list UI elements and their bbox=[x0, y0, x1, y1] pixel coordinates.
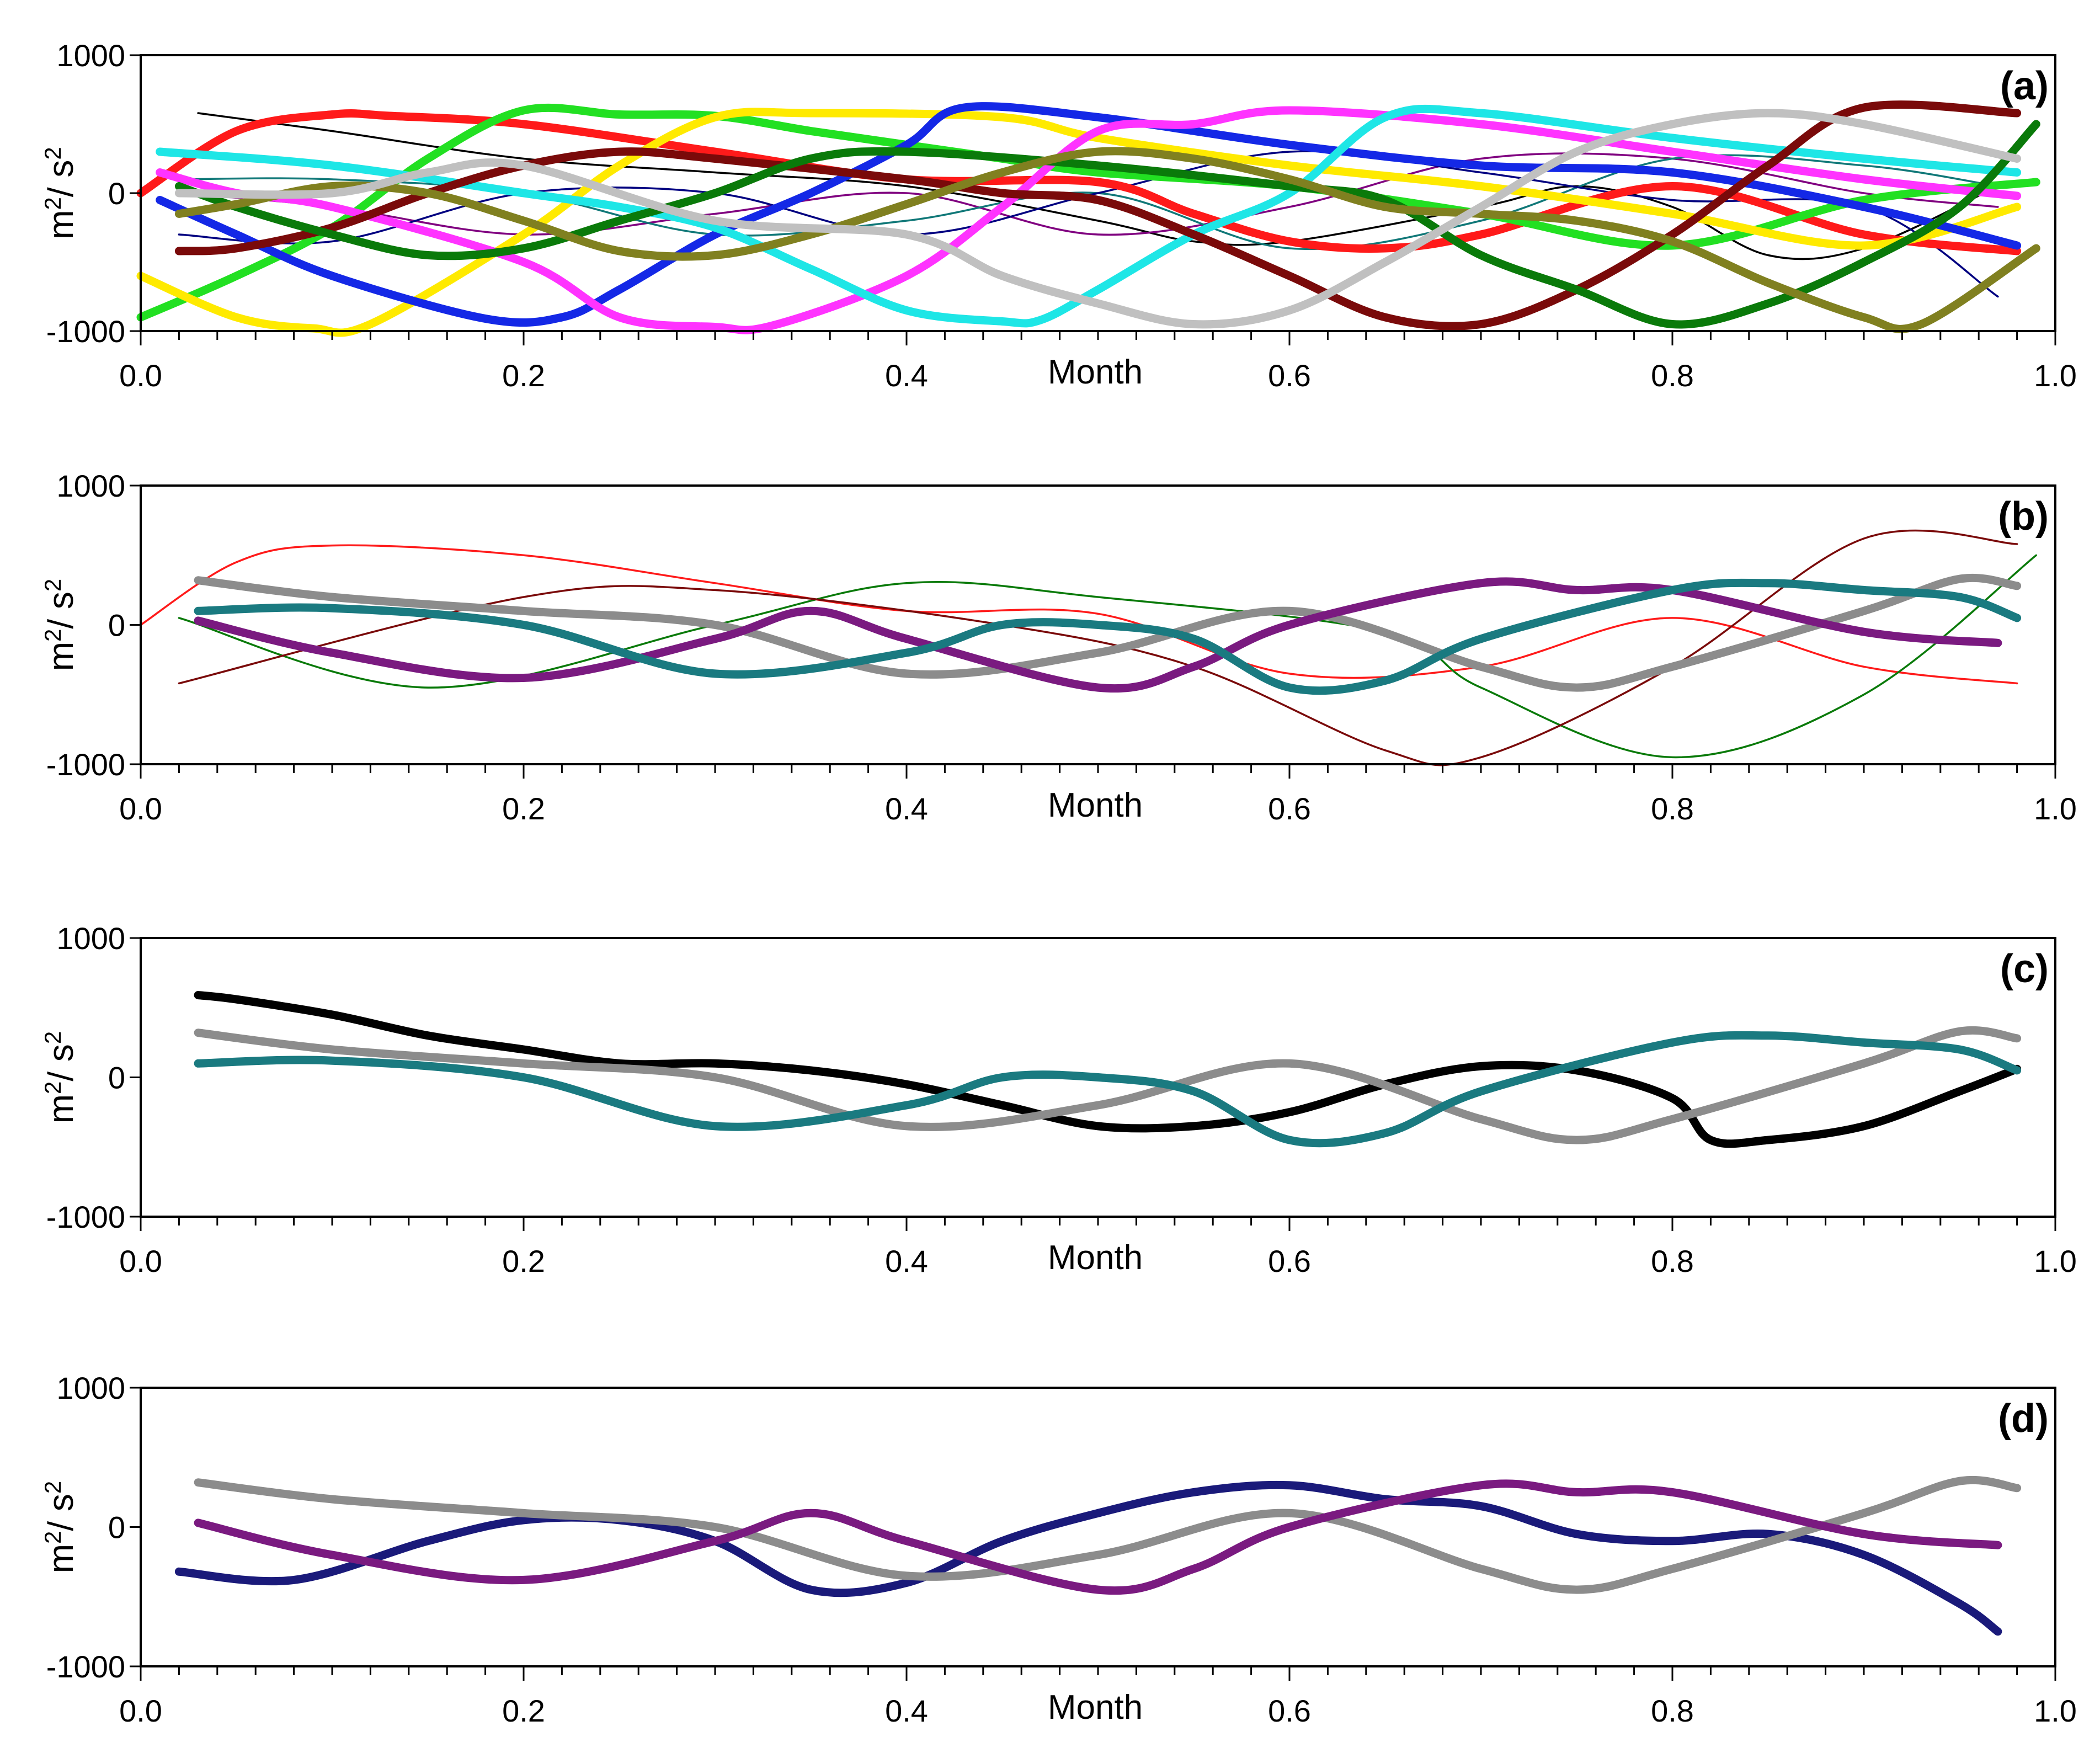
y-tick-label: 0 bbox=[108, 176, 125, 211]
x-tick-label: 0.8 bbox=[1651, 1244, 1694, 1278]
x-tick-label: 0.0 bbox=[119, 791, 162, 826]
x-axis-label: Month bbox=[1048, 1688, 1143, 1727]
series-line-red bbox=[136, 109, 2022, 255]
y-tick-label: -1000 bbox=[46, 1200, 125, 1234]
series-line-black bbox=[197, 112, 1999, 260]
series-line-lightgray bbox=[174, 109, 2022, 329]
x-tick-label: 1.0 bbox=[2034, 358, 2077, 393]
x-tick-label: 0.2 bbox=[502, 358, 545, 393]
plot-frame bbox=[140, 1387, 2056, 1667]
panel-label: (d) bbox=[1998, 1397, 2049, 1441]
series-line-darkred bbox=[174, 100, 2022, 331]
y-tick-label: 1000 bbox=[56, 921, 125, 956]
y-tick-label: 0 bbox=[108, 1061, 125, 1095]
x-tick-label: 1.0 bbox=[2034, 791, 2077, 826]
x-axis-label: Month bbox=[1048, 786, 1143, 824]
x-axis-label: Month bbox=[1048, 353, 1143, 391]
panel-a: 0.0 0.2 0.4 0.6 0.8 1.0 1000 0 -1000 Month m2/ s2 (… bbox=[40, 38, 2077, 393]
y-tick-label: 1000 bbox=[56, 38, 125, 73]
panel-label: (b) bbox=[1998, 494, 2049, 539]
x-tick-label: 0.4 bbox=[885, 358, 928, 393]
panel-c: 0.0 0.2 0.4 0.6 0.8 1.0 1000 0 -1000 Month m2/ s2 (… bbox=[40, 921, 2077, 1278]
y-tick-label: 0 bbox=[108, 1510, 125, 1545]
y-tick-label: -1000 bbox=[46, 314, 125, 349]
y-axis-label: m2/ s2 bbox=[40, 147, 81, 239]
x-tick-label: 1.0 bbox=[2034, 1693, 2077, 1728]
panel-b: 0.0 0.2 0.4 0.6 0.8 1.0 1000 0 -1000 Month m2/ s2 (… bbox=[40, 468, 2077, 826]
y-tick-label: 0 bbox=[108, 608, 125, 643]
x-tick-label: 0.2 bbox=[502, 791, 545, 826]
x-minor-ticks bbox=[140, 1666, 2056, 1681]
x-tick-label: 0.6 bbox=[1268, 358, 1311, 393]
series-line-purple bbox=[178, 152, 1999, 236]
x-tick-label: 0.4 bbox=[885, 1693, 928, 1728]
x-tick-label: 0.2 bbox=[502, 1693, 545, 1728]
series-group bbox=[174, 1475, 2022, 1636]
x-tick-label: 0.6 bbox=[1268, 1244, 1311, 1278]
series-line-thick-purple bbox=[194, 1479, 2002, 1595]
y-tick-label: -1000 bbox=[46, 1649, 125, 1684]
x-tick-label: 0.4 bbox=[885, 791, 928, 826]
x-minor-ticks bbox=[140, 331, 2056, 345]
x-tick-label: 0.8 bbox=[1651, 1693, 1694, 1728]
x-tick-label: 0.8 bbox=[1651, 358, 1694, 393]
panel-d: 0.0 0.2 0.4 0.6 0.8 1.0 1000 0 -1000 Month m2/ s2 (… bbox=[40, 1371, 2077, 1728]
y-axis-label: m2/ s2 bbox=[40, 1481, 81, 1574]
series-line-blue bbox=[156, 102, 2022, 327]
series-group bbox=[136, 100, 2040, 337]
x-tick-label: 0.0 bbox=[119, 1693, 162, 1728]
x-tick-label: 0.0 bbox=[119, 1244, 162, 1278]
x-tick-label: 0.6 bbox=[1268, 1693, 1311, 1728]
series-group bbox=[194, 991, 2022, 1148]
panel-label: (a) bbox=[2000, 64, 2049, 108]
series-line-olive bbox=[174, 147, 2040, 333]
x-tick-label: 0.0 bbox=[119, 358, 162, 393]
series-line-thick-navy bbox=[174, 1480, 2002, 1636]
x-tick-label: 0.4 bbox=[885, 1244, 928, 1278]
y-tick-label: 1000 bbox=[56, 468, 125, 503]
y-axis-label: m2/ s2 bbox=[40, 579, 81, 672]
x-tick-label: 1.0 bbox=[2034, 1244, 2077, 1278]
series-line-thick-teal bbox=[194, 578, 2022, 695]
series-line-thick-gray bbox=[194, 1475, 2022, 1594]
y-tick-label: 1000 bbox=[56, 1371, 125, 1405]
x-axis-label: Month bbox=[1048, 1239, 1143, 1277]
series-group bbox=[140, 529, 2038, 766]
x-tick-label: 0.2 bbox=[502, 1244, 545, 1278]
series-line-darkgreen bbox=[174, 120, 2040, 329]
x-minor-ticks bbox=[140, 764, 2056, 779]
panel-label: (c) bbox=[2000, 947, 2049, 991]
y-axis-label: m2/ s2 bbox=[40, 1031, 81, 1124]
series-line-thick-gray bbox=[194, 573, 2022, 692]
x-tick-label: 0.8 bbox=[1651, 791, 1694, 826]
series-line-thick-gray bbox=[194, 1026, 2022, 1144]
series-line-thick-black bbox=[194, 991, 2022, 1148]
series-line-thick-teal bbox=[194, 1031, 2022, 1148]
x-minor-ticks bbox=[140, 1217, 2056, 1231]
series-line-thin-red bbox=[140, 544, 2018, 685]
x-tick-label: 0.6 bbox=[1268, 791, 1311, 826]
y-tick-label: -1000 bbox=[46, 747, 125, 782]
series-line-magenta bbox=[156, 106, 2022, 334]
